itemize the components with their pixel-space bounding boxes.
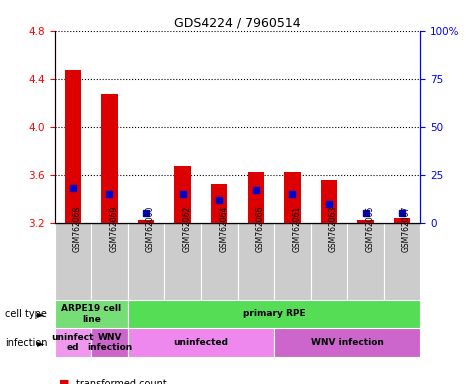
Text: uninfect
ed: uninfect ed [52, 333, 94, 353]
Bar [201, 223, 238, 300]
Bar [128, 223, 164, 300]
Text: ►: ► [37, 309, 44, 319]
Bar [128, 300, 420, 328]
Text: transformed count: transformed count [76, 379, 167, 384]
Bar [347, 223, 384, 300]
Bar [138, 220, 154, 223]
Bar [274, 223, 311, 300]
Text: primary RPE: primary RPE [243, 310, 305, 318]
Text: WNV
infection: WNV infection [87, 333, 132, 353]
Bar [101, 94, 118, 223]
Bar [128, 328, 274, 357]
Text: GSM762063: GSM762063 [329, 206, 338, 252]
Bar [394, 218, 410, 223]
Text: GSM762068: GSM762068 [73, 206, 82, 252]
Text: GSM762065: GSM762065 [366, 206, 374, 252]
Text: ARPE19 cell
line: ARPE19 cell line [61, 304, 121, 324]
Bar [55, 328, 91, 357]
Bar [321, 180, 337, 223]
Text: GSM762067: GSM762067 [402, 206, 411, 252]
Text: ►: ► [37, 338, 44, 348]
Text: GSM762069: GSM762069 [109, 206, 118, 252]
Text: GSM762066: GSM762066 [256, 206, 265, 252]
Title: GDS4224 / 7960514: GDS4224 / 7960514 [174, 17, 301, 30]
Text: uninfected: uninfected [173, 338, 228, 347]
Text: ■: ■ [59, 379, 70, 384]
Bar [311, 223, 347, 300]
Bar [384, 223, 420, 300]
Text: GSM762062: GSM762062 [182, 206, 191, 252]
Bar [238, 223, 274, 300]
Bar [274, 328, 420, 357]
Text: GSM762064: GSM762064 [219, 206, 228, 252]
Bar [211, 184, 228, 223]
Bar [91, 328, 128, 357]
Bar [55, 223, 91, 300]
Text: WNV infection: WNV infection [311, 338, 384, 347]
Bar [91, 223, 128, 300]
Text: GSM762060: GSM762060 [146, 206, 155, 252]
Text: GSM762061: GSM762061 [293, 206, 301, 252]
Bar [284, 172, 301, 223]
Text: infection: infection [5, 338, 47, 348]
Bar [357, 220, 374, 223]
Bar [164, 223, 201, 300]
Text: cell type: cell type [5, 309, 47, 319]
Bar [247, 172, 264, 223]
Bar [65, 70, 81, 223]
Bar [55, 300, 128, 328]
Bar [174, 166, 191, 223]
